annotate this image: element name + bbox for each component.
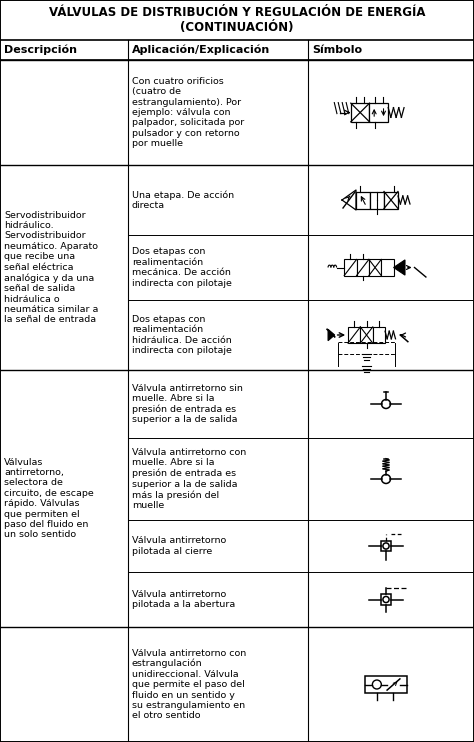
Text: Dos etapas con
realimentación
hidráulica. De acción
indirecta con pilotaje: Dos etapas con realimentación hidráulica… — [132, 315, 232, 355]
Text: Dos etapas con
realimentación
mecánica. De acción
indirecta con pilotaje: Dos etapas con realimentación mecánica. … — [132, 247, 232, 288]
Bar — [373, 327, 385, 343]
Bar — [369, 260, 381, 275]
Text: Servodistribuidor
hidráulico.
Servodistribuidor
neumático. Aparato
que recibe un: Servodistribuidor hidráulico. Servodistr… — [4, 211, 99, 324]
Text: Aplicación/Explicación: Aplicación/Explicación — [132, 45, 270, 55]
Bar — [356, 191, 370, 209]
Text: Válvula antirretorno con
muelle. Abre si la
presión de entrada es
superior a la : Válvula antirretorno con muelle. Abre si… — [132, 448, 246, 510]
Text: VÁLVULAS DE DISTRIBUCIÓN Y REGULACIÓN DE ENERGÍA
(CONTINUACIÓN): VÁLVULAS DE DISTRIBUCIÓN Y REGULACIÓN DE… — [49, 6, 425, 34]
Circle shape — [382, 399, 391, 409]
Text: Símbolo: Símbolo — [312, 45, 362, 55]
Bar — [0, 0, 474, 40]
Text: Descripción: Descripción — [4, 45, 77, 55]
Text: Una etapa. De acción
directa: Una etapa. De acción directa — [132, 190, 234, 210]
Text: Con cuatro orificios
(cuatro de
estrangulamiento). Por
ejemplo: válvula con
palp: Con cuatro orificios (cuatro de estrangu… — [132, 77, 244, 148]
Text: Válvulas
antirretorno,
selectora de
circuito, de escape
rápido. Válvulas
que per: Válvulas antirretorno, selectora de circ… — [4, 458, 94, 539]
Circle shape — [383, 597, 389, 603]
Bar — [370, 191, 384, 209]
Bar — [381, 260, 393, 275]
Circle shape — [373, 680, 381, 689]
Bar — [381, 594, 391, 605]
Text: Válvula antirretorno
pilotada al cierre: Válvula antirretorno pilotada al cierre — [132, 536, 226, 556]
Bar — [360, 327, 373, 343]
Bar — [365, 676, 407, 693]
Text: Válvula antirretorno con
estrangulación
unidireccional. Válvula
que permite el p: Válvula antirretorno con estrangulación … — [132, 649, 246, 720]
Polygon shape — [393, 260, 405, 275]
Circle shape — [383, 543, 389, 549]
Text: Válvula antirretorno sin
muelle. Abre si la
presión de entrada es
superior a la : Válvula antirretorno sin muelle. Abre si… — [132, 384, 243, 424]
Bar — [381, 541, 391, 551]
Bar — [344, 260, 356, 275]
Bar — [351, 103, 370, 122]
Bar — [356, 260, 369, 275]
Text: Válvula antirretorno
pilotada a la abertura: Válvula antirretorno pilotada a la abert… — [132, 590, 235, 609]
Bar — [348, 327, 360, 343]
Bar — [384, 191, 398, 209]
Bar — [370, 103, 388, 122]
Circle shape — [382, 475, 391, 484]
Polygon shape — [328, 329, 335, 341]
